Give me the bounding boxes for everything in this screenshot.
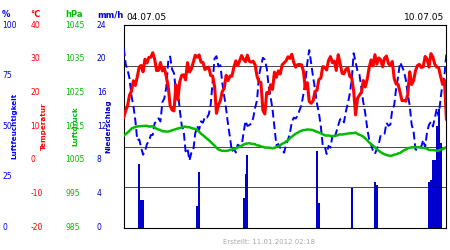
Bar	[196, 206, 198, 228]
Text: 75: 75	[2, 71, 12, 80]
Bar	[434, 160, 436, 228]
Bar	[318, 203, 320, 228]
Text: 8: 8	[97, 156, 102, 164]
Text: 40: 40	[31, 20, 40, 30]
Text: Luftfeuchtigkeit: Luftfeuchtigkeit	[12, 93, 18, 159]
Bar	[438, 110, 440, 228]
Text: 1025: 1025	[65, 88, 85, 97]
Text: 25: 25	[2, 172, 12, 182]
Bar	[244, 174, 247, 228]
Text: 1015: 1015	[65, 122, 85, 131]
Text: Erstellt: 11.01.2012 02:18: Erstellt: 11.01.2012 02:18	[223, 239, 315, 245]
Text: 0: 0	[97, 223, 102, 232]
Bar	[140, 200, 142, 228]
Text: 10.07.05: 10.07.05	[404, 14, 444, 22]
Text: -20: -20	[31, 223, 43, 232]
Text: °C: °C	[31, 10, 41, 20]
Text: 04.07.05: 04.07.05	[126, 14, 166, 22]
Bar	[243, 198, 244, 228]
Bar	[316, 151, 318, 228]
Text: 20: 20	[97, 54, 106, 63]
Bar	[351, 188, 353, 228]
Text: Temperatur: Temperatur	[41, 102, 47, 150]
Text: 10: 10	[31, 122, 40, 131]
Text: 50: 50	[2, 122, 12, 131]
Bar	[374, 182, 376, 228]
Text: 1005: 1005	[65, 156, 85, 164]
Bar	[428, 182, 430, 228]
Text: 995: 995	[65, 189, 80, 198]
Text: -10: -10	[31, 189, 43, 198]
Text: 16: 16	[97, 88, 106, 97]
Text: 30: 30	[31, 54, 40, 63]
Bar	[430, 180, 432, 228]
Bar	[198, 172, 200, 228]
Bar	[142, 200, 144, 228]
Bar	[436, 126, 438, 228]
Text: Niederschlag: Niederschlag	[105, 100, 111, 153]
Text: Luftdruck: Luftdruck	[72, 106, 79, 146]
Text: hPa: hPa	[65, 10, 83, 20]
Text: %: %	[2, 10, 11, 20]
Text: 1045: 1045	[65, 20, 85, 30]
Bar	[432, 160, 434, 228]
Bar	[376, 185, 378, 228]
Text: 20: 20	[31, 88, 40, 97]
Text: 100: 100	[2, 20, 17, 30]
Text: 0: 0	[2, 223, 7, 232]
Bar	[247, 155, 248, 228]
Text: 0: 0	[31, 156, 36, 164]
Text: 24: 24	[97, 20, 106, 30]
Text: mm/h: mm/h	[97, 10, 123, 20]
Text: 1035: 1035	[65, 54, 85, 63]
Text: 4: 4	[97, 189, 102, 198]
Text: 12: 12	[97, 122, 106, 131]
Bar	[440, 143, 441, 228]
Bar	[138, 164, 140, 228]
Text: 985: 985	[65, 223, 80, 232]
